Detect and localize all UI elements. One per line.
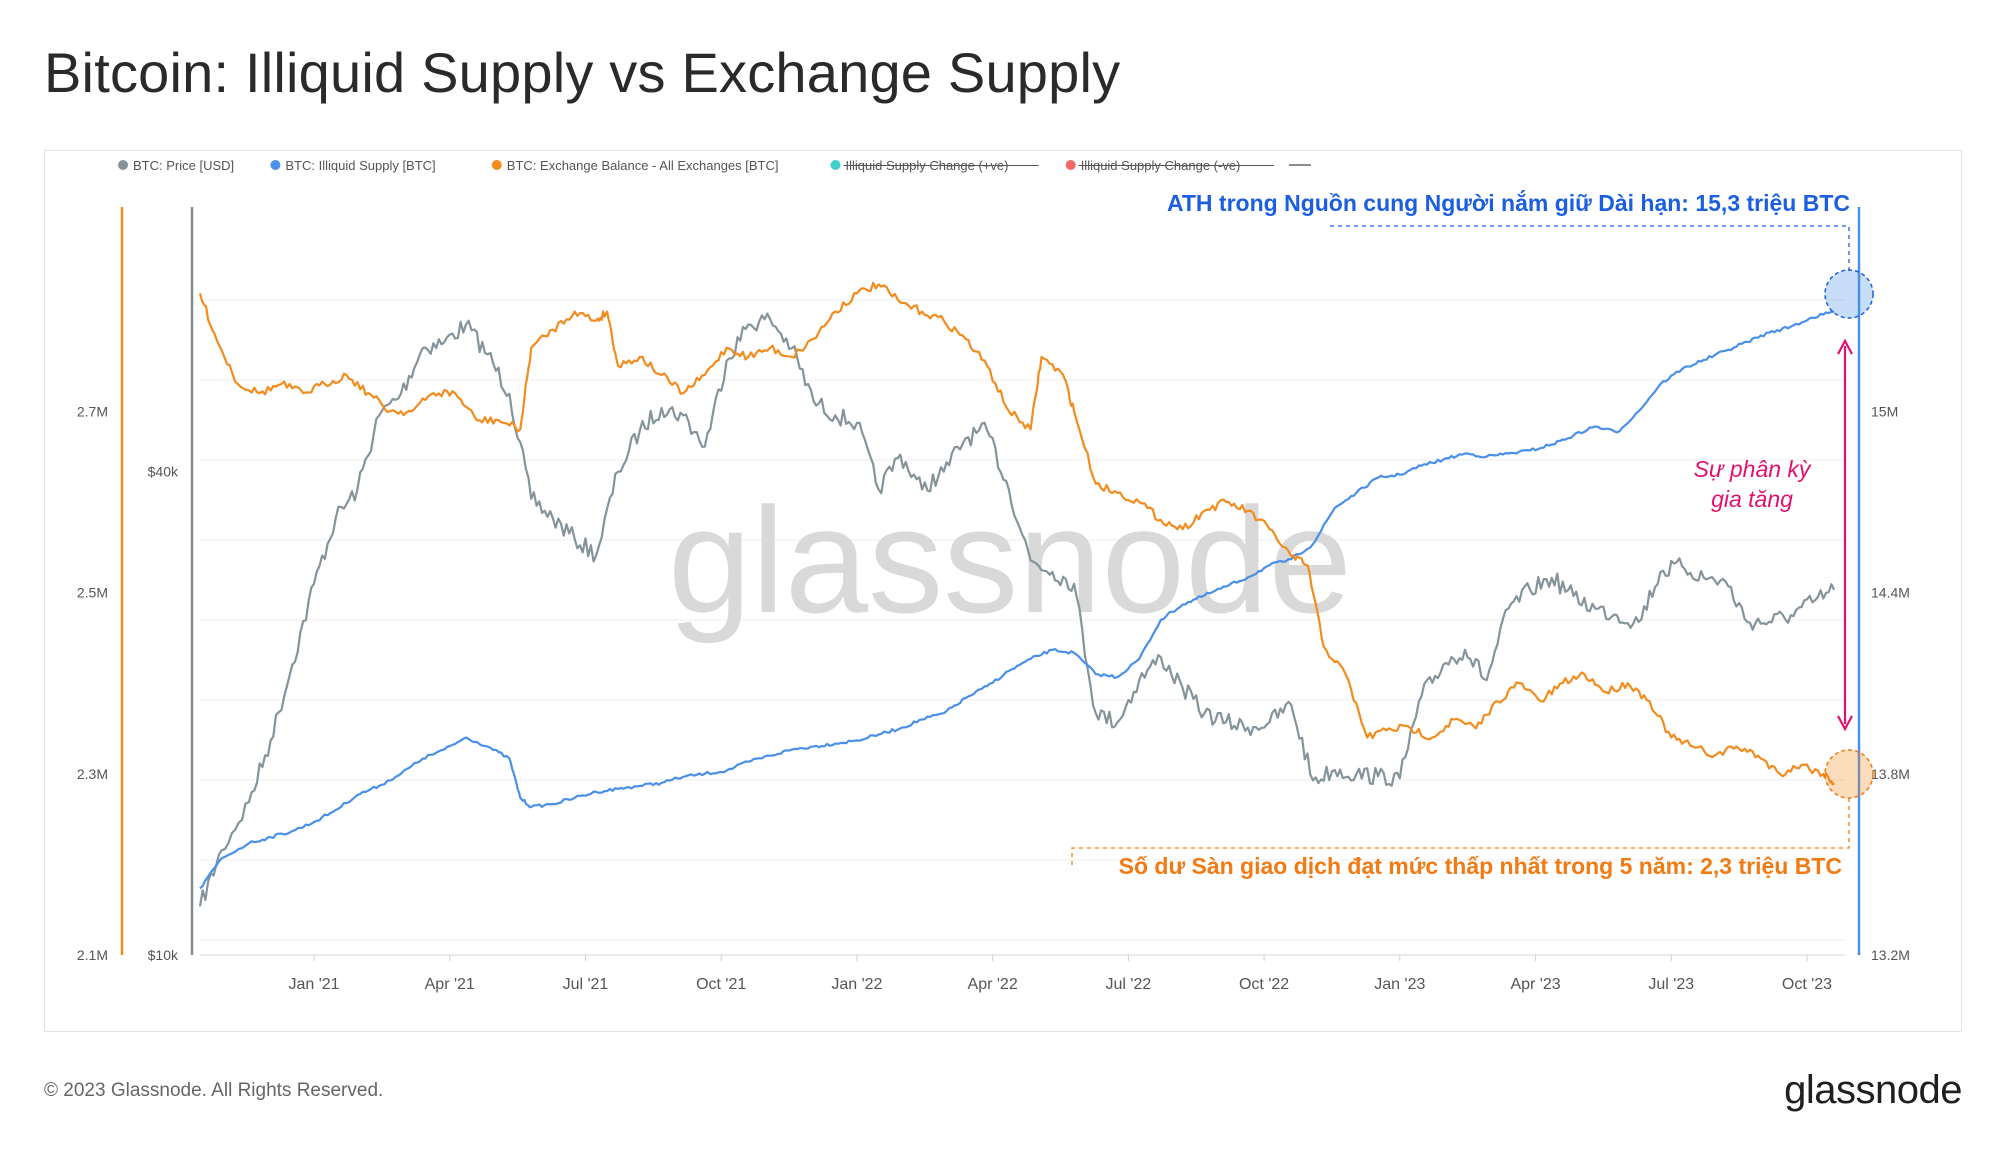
legend-marker — [118, 160, 128, 170]
legend-label: BTC: Illiquid Supply [BTC] — [285, 158, 435, 173]
annotation-low: Số dư Sàn giao dịch đạt mức thấp nhất tr… — [1119, 853, 1842, 879]
x-tick-label: Jan '21 — [288, 976, 339, 993]
ath-leader — [1330, 225, 1850, 272]
x-tick-label: Jul '21 — [563, 976, 609, 993]
divergence-label-2: gia tăng — [1711, 486, 1793, 512]
price-tick-label: $10k — [148, 947, 179, 963]
x-tick-label: Apr '22 — [968, 976, 1018, 993]
legend-item[interactable]: BTC: Exchange Balance - All Exchanges [B… — [491, 158, 779, 173]
x-tick-label: Jan '23 — [1374, 976, 1425, 993]
illiquid-tick-label: 15M — [1871, 403, 1898, 419]
grid — [200, 299, 1845, 941]
copyright: © 2023 Glassnode. All Rights Reserved. — [44, 1080, 384, 1101]
low-highlight-circle — [1824, 749, 1874, 799]
x-tick-label: Jan '22 — [831, 976, 882, 993]
legend[interactable]: BTC: Price [USD] BTC: Illiquid Supply [BT… — [118, 158, 1311, 173]
x-tick-label: Jul '23 — [1648, 976, 1694, 993]
illiquid-tick-label: 14.4M — [1871, 585, 1910, 601]
legend-marker — [830, 160, 841, 170]
x-tick-label: Apr '23 — [1510, 976, 1560, 993]
illiquid-tick-label: 13.2M — [1871, 947, 1910, 963]
chart: glassnode 2.1M 2.3M 2.5M 2.7M $10k $40k 13.2M 1… — [77, 158, 1910, 993]
series-layer — [198, 281, 1836, 907]
axes: 2.1M 2.3M 2.5M 2.7M $10k $40k 13.2M 13.8M 14.4M 1… — [77, 207, 1910, 993]
illiquid-tick-label: 13.8M — [1871, 766, 1910, 782]
divergence-arrow-head-top — [1837, 338, 1853, 355]
divergence-arrow-head-bottom — [1837, 715, 1853, 732]
brand-logo[interactable]: glassnode — [1784, 1068, 1962, 1112]
exchange-tick-label: 2.5M — [77, 585, 108, 601]
x-tick-label: Oct '23 — [1782, 976, 1832, 993]
series-line-price — [198, 312, 1836, 907]
legend-label: BTC: Price [USD] — [133, 158, 234, 173]
exchange-tick-label: 2.1M — [77, 947, 108, 963]
legend-marker — [270, 160, 281, 170]
x-tick-label: Apr '21 — [425, 976, 475, 993]
legend-marker — [1065, 160, 1076, 170]
legend-item[interactable]: Illiquid Supply Change (+ve) — [830, 158, 1039, 173]
legend-marker — [491, 160, 502, 170]
series-line-illiquid — [199, 310, 1835, 890]
legend-label: BTC: Exchange Balance - All Exchanges [B… — [507, 158, 779, 173]
ath-highlight-circle — [1824, 269, 1874, 319]
annotations: ATH trong Nguồn cung Người nắm giữ Dài h… — [1071, 189, 1874, 879]
price-tick-label: $40k — [148, 464, 179, 480]
x-tick-label: Oct '21 — [696, 976, 746, 993]
exchange-tick-label: 2.7M — [77, 403, 108, 419]
legend-item[interactable]: Illiquid Supply Change (-ve) — [1065, 158, 1274, 173]
x-tick-label: Oct '22 — [1239, 976, 1289, 993]
legend-item[interactable]: BTC: Illiquid Supply [BTC] — [270, 158, 436, 173]
divergence-label-1: Sự phân kỳ — [1694, 456, 1812, 482]
legend-item[interactable]: BTC: Price [USD] — [118, 158, 234, 173]
x-tick-label: Jul '22 — [1105, 976, 1151, 993]
annotation-ath: ATH trong Nguồn cung Người nắm giữ Dài h… — [1167, 189, 1850, 216]
chart-frame — [44, 150, 1962, 1032]
series-line-exchange — [198, 281, 1835, 786]
exchange-tick-label: 2.3M — [77, 766, 108, 782]
watermark: glassnode — [668, 476, 1352, 644]
low-leader — [1071, 798, 1850, 866]
page-title: Bitcoin: Illiquid Supply vs Exchange Sup… — [44, 41, 1121, 104]
